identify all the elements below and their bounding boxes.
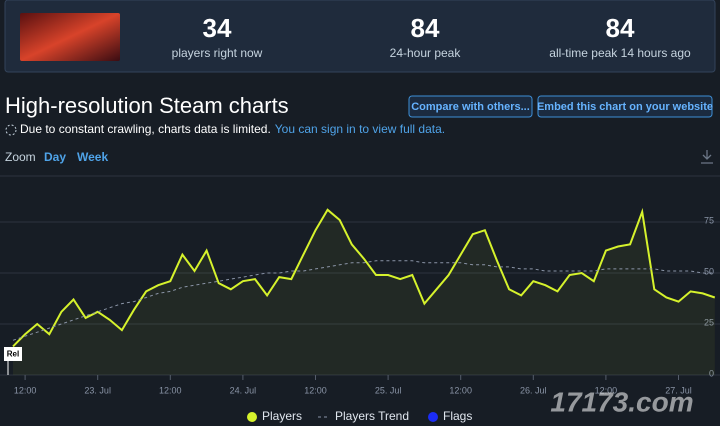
players-line (12, 207, 716, 348)
watermark: 17173.com (550, 386, 693, 417)
notice-icon (5, 124, 17, 136)
game-image (20, 13, 120, 61)
stat-value: 34 (203, 13, 232, 43)
x-tick-label: 27. Jul (665, 385, 692, 395)
y-tick-label: 75 (704, 215, 714, 225)
header-panel (4, 0, 716, 73)
stat-label: all-time peak 14 hours ago (549, 46, 691, 60)
legend-label: Flags (443, 409, 472, 423)
zoom-option[interactable]: Week (77, 150, 108, 164)
zoom-option[interactable]: Day (44, 150, 66, 164)
x-tick-label: 12:00 (595, 385, 618, 395)
x-tick-label: 12:00 (449, 385, 472, 395)
legend-label: Players Trend (335, 409, 409, 423)
flag-label: Rel (7, 350, 19, 359)
page-title: High-resolution Steam charts (5, 93, 289, 118)
x-tick-label: 25. Jul (375, 385, 402, 395)
x-tick-label: 12:00 (304, 385, 327, 395)
stat-label: players right now (172, 46, 263, 60)
x-tick-label: 23. Jul (84, 385, 111, 395)
y-tick-label: 0 (709, 368, 714, 378)
y-tick-label: 25 (704, 317, 714, 327)
notice-link[interactable]: You can sign in to view full data. (275, 122, 445, 136)
zoom-label: Zoom (5, 150, 36, 164)
chart: 0 25 50 75 12:00 23. Jul 12:00 24. Jul 12:00 25. … (0, 207, 720, 423)
x-tick-label: 24. Jul (230, 385, 257, 395)
button[interactable] (408, 95, 533, 118)
notice-text: Due to constant crawling, charts data is… (20, 122, 271, 136)
x-tick-label: 12:00 (159, 385, 182, 395)
x-tick-label: 12:00 (14, 385, 37, 395)
stat-label: 24-hour peak (390, 46, 462, 60)
y-tick-label: 50 (704, 266, 714, 276)
notice: Due to constant crawling, charts data is… (20, 122, 445, 136)
legend-marker (428, 412, 438, 422)
x-tick-label: 26. Jul (520, 385, 547, 395)
button-label[interactable]: Compare with others... (411, 101, 530, 113)
flag (4, 347, 22, 361)
legend-label: Players (262, 409, 302, 423)
stats: 34 players right now 84 24-hour peak 84 all-t… (172, 13, 691, 60)
players-area (13, 209, 715, 375)
stat-value: 84 (606, 13, 635, 43)
trend-line (12, 260, 715, 341)
stat-value: 84 (411, 13, 440, 43)
download-icon[interactable] (701, 150, 713, 164)
button[interactable] (537, 95, 713, 118)
legend-marker (247, 412, 257, 422)
button-label[interactable]: Embed this chart on your website (537, 101, 713, 113)
